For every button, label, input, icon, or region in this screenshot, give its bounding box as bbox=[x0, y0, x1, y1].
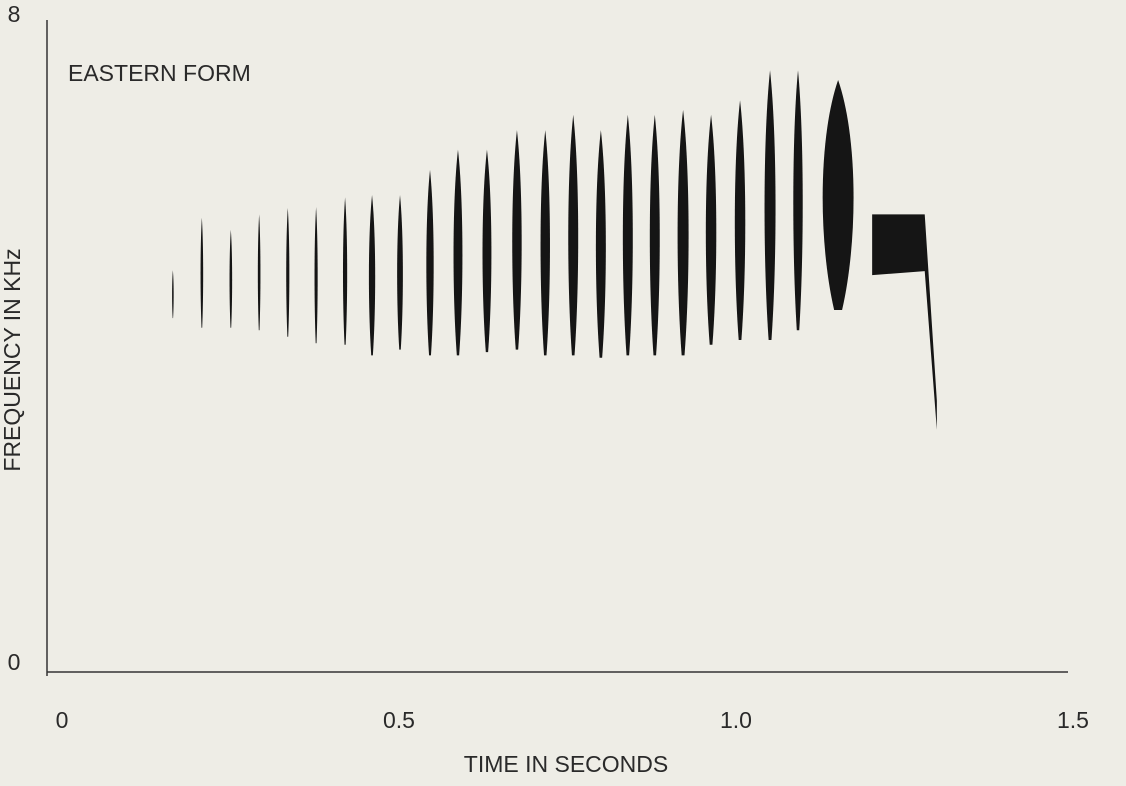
note bbox=[512, 130, 522, 350]
note bbox=[229, 229, 233, 328]
note bbox=[426, 169, 434, 356]
x-tick-label: 0 bbox=[56, 707, 69, 733]
note bbox=[314, 207, 318, 344]
note bbox=[342, 197, 348, 345]
note bbox=[482, 149, 492, 353]
sweep bbox=[872, 214, 937, 430]
note bbox=[764, 70, 776, 340]
note bbox=[200, 217, 204, 328]
note bbox=[172, 270, 174, 319]
note bbox=[540, 130, 550, 356]
note bbox=[257, 214, 261, 331]
note bbox=[622, 114, 633, 356]
note bbox=[705, 114, 717, 345]
y-tick-label: 8 bbox=[8, 1, 21, 27]
note bbox=[595, 130, 606, 358]
note bbox=[677, 109, 689, 356]
note bbox=[397, 194, 403, 350]
x-tick-label: 0.5 bbox=[383, 707, 415, 733]
x-tick-label: 1.0 bbox=[720, 707, 752, 733]
note bbox=[793, 70, 803, 331]
note bbox=[822, 79, 854, 310]
note bbox=[286, 207, 290, 337]
note bbox=[368, 194, 376, 356]
note bbox=[453, 149, 463, 356]
note bbox=[649, 114, 660, 356]
x-tick-label: 1.5 bbox=[1057, 707, 1089, 733]
x-axis-label: TIME IN SECONDS bbox=[464, 751, 668, 777]
y-axis-label: FREQUENCY IN KHz bbox=[0, 248, 25, 471]
note bbox=[568, 114, 579, 356]
note bbox=[734, 100, 746, 340]
chart-title: EASTERN FORM bbox=[68, 60, 251, 86]
y-tick-label: 0 bbox=[8, 649, 21, 675]
